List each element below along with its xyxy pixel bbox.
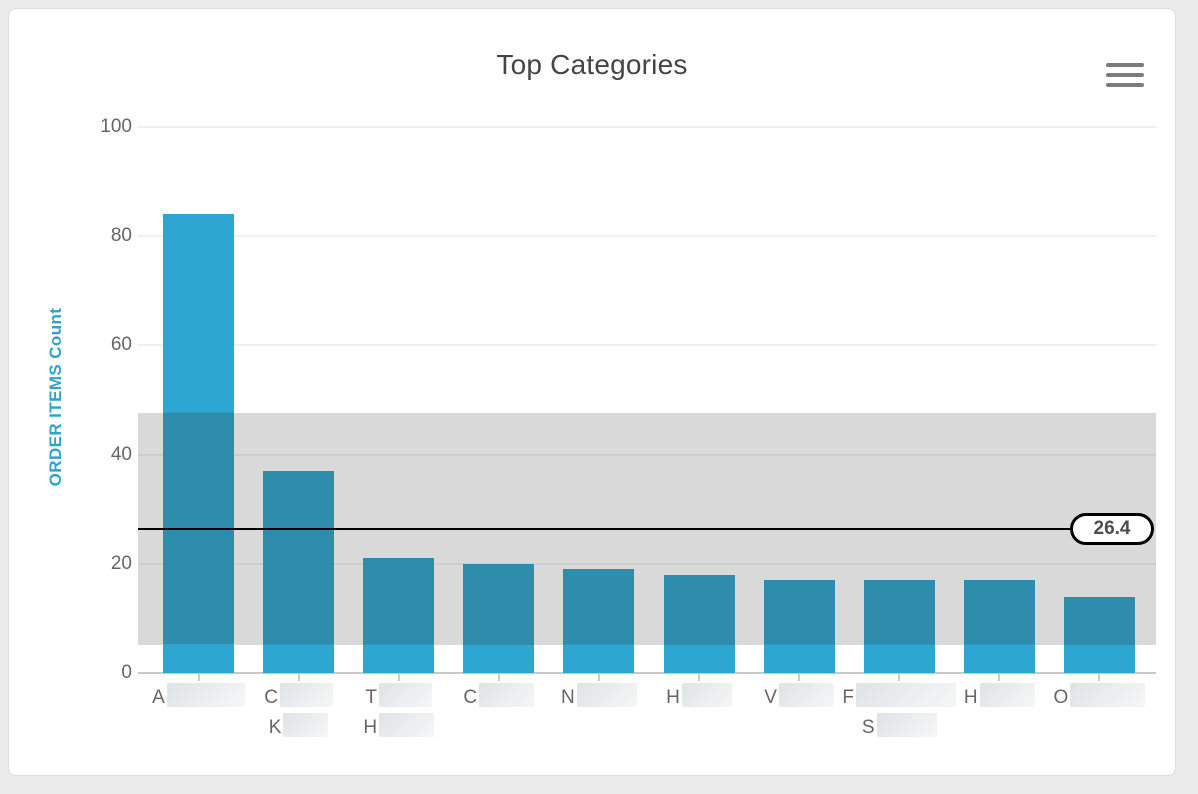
x-category-label-text: T	[365, 687, 377, 708]
x-category-label-text: V	[764, 687, 777, 708]
plot-area: 0 20 40 60 80 100 A C K T H C N H V F S H O	[9, 9, 1175, 775]
x-category-label-text: A	[152, 687, 165, 708]
y-tick-label: 100	[100, 116, 132, 137]
x-category-label-text: O	[1053, 687, 1069, 708]
x-tick-mark	[698, 673, 700, 681]
x-tick-mark	[998, 673, 1001, 681]
x-category-label-text: C	[264, 687, 278, 708]
redaction-box	[283, 713, 329, 737]
x-category-label-text: S	[861, 717, 875, 738]
x-category-label: C	[429, 683, 569, 713]
bar[interactable]	[463, 563, 535, 673]
bar[interactable]	[163, 214, 234, 673]
redaction-box	[279, 683, 333, 707]
x-category-label-text: K	[268, 717, 282, 738]
x-category-label-text: C	[463, 687, 478, 708]
bar[interactable]	[863, 580, 935, 673]
x-category-label: V	[729, 683, 869, 713]
x-category-label-text: H	[363, 717, 378, 738]
redaction-box	[979, 683, 1035, 707]
x-category-label-line: H	[329, 713, 469, 743]
bar[interactable]	[663, 574, 735, 673]
bar[interactable]	[763, 580, 835, 673]
redaction-box	[576, 683, 637, 707]
mean-line	[138, 527, 1070, 530]
y-tick-label: 40	[110, 443, 132, 465]
x-category-label-text: N	[561, 687, 575, 708]
chart-card: Top Categories ORDER ITEMS Count 0 20 40 60…	[8, 8, 1176, 776]
gridline	[138, 453, 1156, 456]
y-tick-label: 0	[121, 662, 132, 683]
redaction-box	[876, 713, 937, 737]
x-axis-baseline	[138, 672, 1156, 674]
x-category-label-line: H	[629, 683, 769, 713]
x-tick-mark	[597, 673, 600, 681]
x-category-label-line: A	[129, 683, 269, 713]
x-tick-mark	[297, 673, 300, 681]
bar[interactable]	[263, 470, 335, 673]
x-category-label-line: O	[1029, 683, 1169, 713]
x-category-label: N	[529, 683, 669, 713]
gridline	[138, 126, 1156, 128]
y-tick-label: 80	[110, 225, 132, 247]
x-category-label-line: S	[829, 713, 969, 743]
x-tick-mark	[497, 673, 500, 681]
mean-value-badge: 26.4	[1070, 512, 1154, 545]
x-tick-mark	[197, 673, 200, 681]
bar[interactable]	[963, 580, 1035, 673]
x-category-label-text: F	[842, 687, 854, 708]
redaction-box	[379, 713, 435, 737]
bar[interactable]	[1063, 596, 1135, 673]
x-category-label-line: T	[329, 683, 469, 713]
x-category-label: O	[1029, 683, 1169, 713]
x-tick-mark	[397, 673, 400, 681]
redaction-box	[1070, 683, 1146, 707]
x-tick-mark	[1098, 673, 1101, 681]
redaction-box	[681, 683, 732, 707]
x-category-label: A	[129, 683, 269, 713]
x-category-label-line: C	[429, 683, 569, 713]
redaction-box	[166, 683, 245, 707]
x-tick-mark	[898, 673, 901, 681]
gridline	[138, 344, 1156, 347]
bar[interactable]	[363, 558, 435, 673]
x-category-label-text: H	[963, 687, 978, 708]
x-category-label-line: V	[729, 683, 869, 713]
redaction-box	[778, 683, 834, 707]
x-tick-mark	[798, 673, 801, 681]
x-category-label-line: C	[229, 683, 369, 713]
x-category-label: H	[629, 683, 769, 713]
redaction-box	[479, 683, 535, 707]
x-category-label: H	[929, 683, 1069, 713]
redaction-box	[855, 683, 956, 707]
x-category-label-text: H	[666, 687, 680, 708]
bar[interactable]	[563, 569, 635, 673]
y-tick-label: 60	[110, 334, 132, 356]
redaction-box	[378, 683, 432, 707]
chart-menu-button[interactable]	[1097, 55, 1153, 95]
y-tick-label: 20	[110, 552, 132, 574]
gridline	[138, 562, 1156, 565]
x-category-label-line: N	[529, 683, 669, 713]
x-category-label-line: F	[829, 683, 969, 713]
chart-title: Top Categories	[496, 49, 688, 80]
x-category-label-line: H	[929, 683, 1069, 713]
gridline	[138, 235, 1156, 238]
x-category-label-line: K	[229, 713, 369, 743]
